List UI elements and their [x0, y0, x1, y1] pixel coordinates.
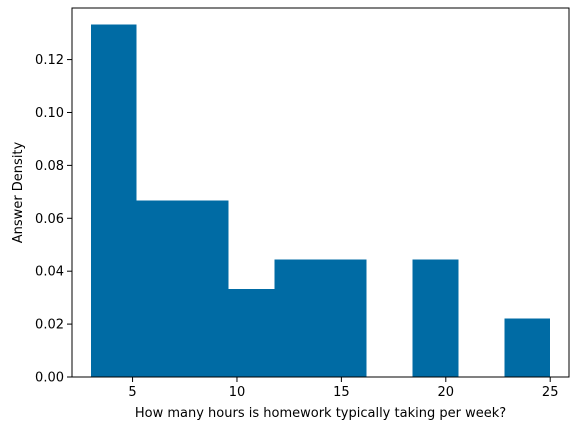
- x-axis-ticks: 5 10 15 20 25: [128, 377, 558, 400]
- x-tick-label: 10: [229, 385, 246, 400]
- histogram-bar-4: [274, 259, 321, 377]
- histogram-bar-0: [90, 24, 137, 378]
- histogram-bar-9: [504, 318, 551, 377]
- y-tick-label: 0.08: [35, 159, 64, 174]
- y-tick-label: 0.06: [35, 212, 64, 227]
- histogram-bar-3: [228, 288, 275, 377]
- bars-group: [90, 24, 551, 378]
- y-tick-label: 0.10: [35, 106, 64, 121]
- x-tick-label: 20: [438, 385, 455, 400]
- x-axis-label: How many hours is homework typically tak…: [135, 406, 506, 421]
- x-tick-label: 25: [542, 385, 559, 400]
- y-axis-ticks: 0.00 0.02 0.04 0.06 0.08 0.10 0.12: [35, 53, 72, 386]
- y-tick-label: 0.12: [35, 53, 64, 68]
- x-tick-label: 5: [128, 385, 136, 400]
- histogram-bar-7: [412, 259, 459, 377]
- histogram-bar-1: [136, 200, 183, 377]
- plot-frame: [71, 7, 570, 378]
- y-tick-label: 0.00: [35, 371, 64, 386]
- y-tick-label: 0.02: [35, 318, 64, 333]
- y-axis-label: Answer Density: [11, 141, 26, 243]
- x-tick-label: 15: [333, 385, 350, 400]
- histogram-bar-2: [182, 200, 229, 377]
- y-tick-label: 0.04: [35, 265, 64, 280]
- histogram-bar-5: [320, 259, 367, 377]
